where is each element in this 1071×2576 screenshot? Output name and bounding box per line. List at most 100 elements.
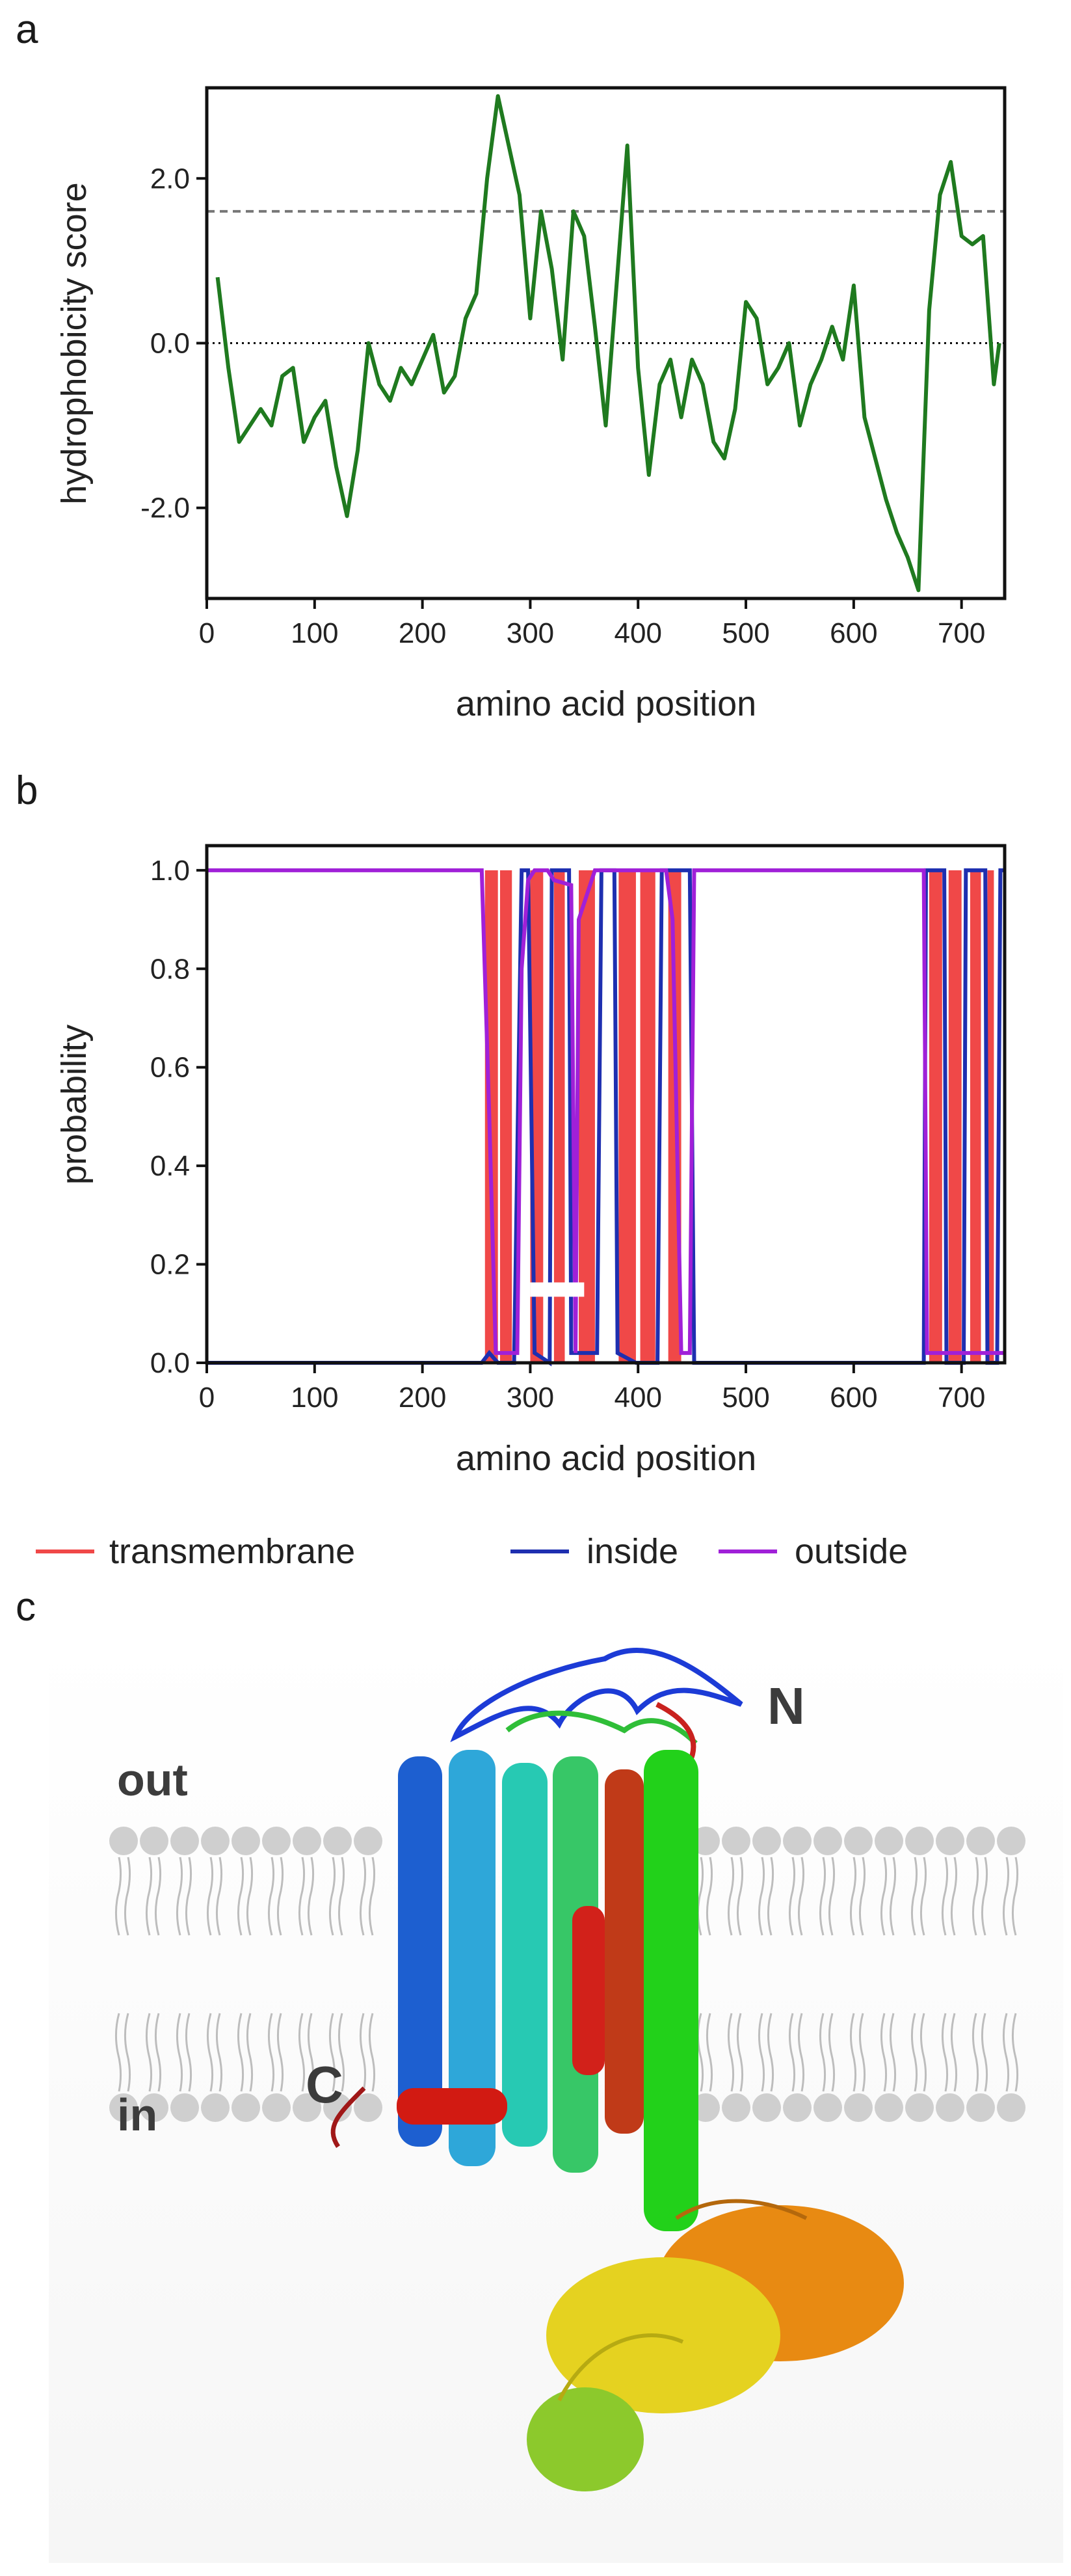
lipid-head-bottom [231, 2093, 260, 2122]
lipid-head-bottom [140, 2093, 168, 2122]
lipid-tail-top [328, 1857, 345, 1936]
legend-label-transmembrane: transmembrane [109, 1532, 355, 1571]
lipid-tail-bottom [298, 2013, 315, 2092]
lipid-head-top [262, 1827, 291, 1855]
helix-red [572, 1906, 605, 2075]
helix-cyan [502, 1763, 548, 2147]
helix-blue [398, 1756, 442, 2147]
lipid-head-top [783, 1827, 812, 1855]
topology-probability-chart: 0 100 200 300 400 500 600 700 0.0 0.2 0.4 0.6 0.8 1.0… [55, 844, 1007, 1478]
tm-segment [618, 870, 636, 1363]
lipid-head-top [936, 1827, 964, 1855]
y-axis-label-b: probability [55, 1025, 94, 1185]
lipid-tail-bottom [758, 2013, 774, 2092]
x-tick-label-b: 700 [938, 1382, 985, 1414]
x-axis-label-a: amino acid position [456, 684, 756, 723]
y-tick-label-b: 0.4 [150, 1150, 190, 1182]
lipid-tail-top [758, 1857, 774, 1936]
lipid-head-bottom [201, 2093, 230, 2122]
lipid-tail-bottom [941, 2013, 958, 2092]
lipid-tail-bottom [328, 2013, 345, 2092]
lipid-head-bottom [997, 2093, 1025, 2122]
x-tick-label-b: 500 [722, 1382, 769, 1414]
x-tick-label-a: 500 [722, 617, 769, 649]
lipid-tail-top [849, 1857, 866, 1936]
lipid-tail-bottom [114, 2013, 131, 2092]
lipid-tail-top [1002, 1857, 1019, 1936]
lipid-head-bottom [905, 2093, 934, 2122]
lipid-head-top [201, 1827, 230, 1855]
lipid-tail-bottom [206, 2013, 223, 2092]
c-terminus-label: C [306, 2056, 343, 2113]
hydrophobicity-line [215, 94, 1001, 593]
tm-segment [500, 870, 512, 1363]
domain-yellowgreen [527, 2387, 644, 2491]
lipid-tail-top [972, 1857, 988, 1936]
lipid-head-top [813, 1827, 842, 1855]
x-tick-label-b: 100 [291, 1382, 338, 1414]
lipid-head-bottom [262, 2093, 291, 2122]
outside-line [207, 868, 1005, 1355]
lipid-head-top [109, 1827, 138, 1855]
n-terminus-label: N [767, 1677, 805, 1735]
helix-green [644, 1750, 698, 2231]
x-tick-label-a: 300 [507, 617, 554, 649]
y-axis-label-a: hydrophobicity score [55, 182, 94, 504]
lipid-tail-top [114, 1857, 131, 1936]
lipid-head-top [722, 1827, 750, 1855]
helix-orange-red [605, 1769, 644, 2134]
tm-segment [948, 870, 962, 1363]
lipid-head-bottom [966, 2093, 995, 2122]
lipid-tail-top [788, 1857, 805, 1936]
y-tick-label-b: 0.0 [150, 1347, 190, 1379]
panel-label-a: a [16, 7, 38, 52]
lipid-tail-top [727, 1857, 744, 1936]
lipid-head-top [844, 1827, 873, 1855]
lipid-head-top [752, 1827, 781, 1855]
inside-line [207, 868, 1005, 1367]
tm-segment [970, 870, 981, 1363]
tm-segment [579, 870, 595, 1363]
lipid-tail-top [696, 1857, 713, 1936]
x-tick-label-a: 100 [291, 617, 338, 649]
lipid-head-bottom [813, 2093, 842, 2122]
lipid-tail-top [910, 1857, 927, 1936]
lipid-tail-bottom [1002, 2013, 1019, 2092]
x-tick-label-a: 700 [938, 617, 985, 649]
helix-lightblue [449, 1750, 496, 2166]
tm-segment [929, 870, 942, 1363]
lipid-tail-bottom [696, 2013, 713, 2092]
lipid-head-bottom [875, 2093, 903, 2122]
x-tick-label-b: 400 [615, 1382, 662, 1414]
lipid-tail-bottom [237, 2013, 254, 2092]
lipid-tail-top [298, 1857, 315, 1936]
x-tick-label-a: 0 [199, 617, 215, 649]
lipid-tail-bottom [359, 2013, 376, 2092]
lipid-tail-bottom [267, 2013, 284, 2092]
tm-segment [484, 870, 498, 1363]
y-tick-label-b: 0.8 [150, 953, 190, 985]
y-tick-label-a: 0.0 [150, 328, 190, 360]
tm-segment [640, 870, 655, 1363]
lipid-head-top [875, 1827, 903, 1855]
white-marker-bar [530, 1282, 585, 1297]
lipid-tail-bottom [727, 2013, 744, 2092]
lipid-tail-top [880, 1857, 897, 1936]
protein-ribbon [330, 1647, 904, 2491]
lipid-tail-bottom [788, 2013, 805, 2092]
lipid-head-bottom [293, 2093, 321, 2122]
lipid-tail-top [176, 1857, 192, 1936]
lipid-tail-bottom [880, 2013, 897, 2092]
lipid-tail-top [206, 1857, 223, 1936]
legend-item-outside: outside [719, 1532, 908, 1571]
helix-red-bottom [397, 2088, 507, 2125]
lipid-head-top [140, 1827, 168, 1855]
y-tick-label-a: -2.0 [140, 492, 190, 524]
lipid-head-top [293, 1827, 321, 1855]
lipid-head-top [231, 1827, 260, 1855]
lipid-head-bottom [936, 2093, 964, 2122]
lipid-head-top [966, 1827, 995, 1855]
lipid-bilayer [109, 1827, 1025, 2122]
lipid-head-bottom [844, 2093, 873, 2122]
lipid-head-top [997, 1827, 1025, 1855]
